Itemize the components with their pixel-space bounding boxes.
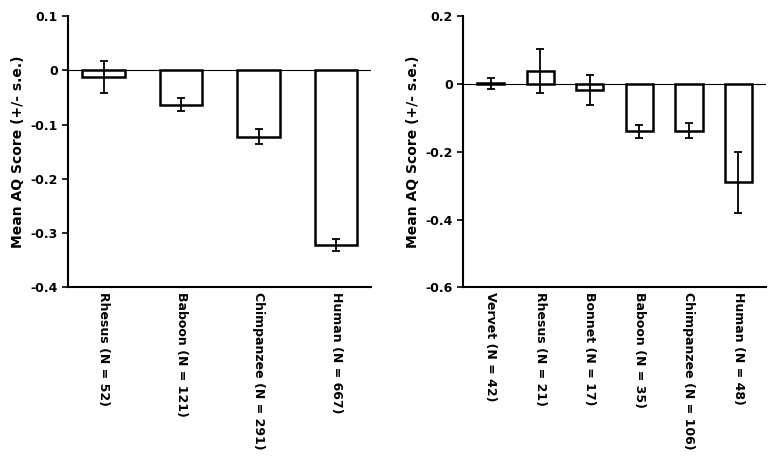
Bar — [625, 84, 653, 131]
Bar — [725, 84, 752, 182]
Bar — [82, 71, 125, 77]
Y-axis label: Mean AQ Score (+/- s.e.): Mean AQ Score (+/- s.e.) — [406, 55, 420, 248]
Bar — [576, 84, 604, 90]
Bar — [315, 71, 357, 245]
Bar — [527, 71, 554, 84]
Y-axis label: Mean AQ Score (+/- s.e.): Mean AQ Score (+/- s.e.) — [11, 55, 25, 248]
Bar — [160, 71, 202, 105]
Bar — [675, 84, 702, 131]
Bar — [477, 83, 504, 84]
Bar — [237, 71, 280, 136]
